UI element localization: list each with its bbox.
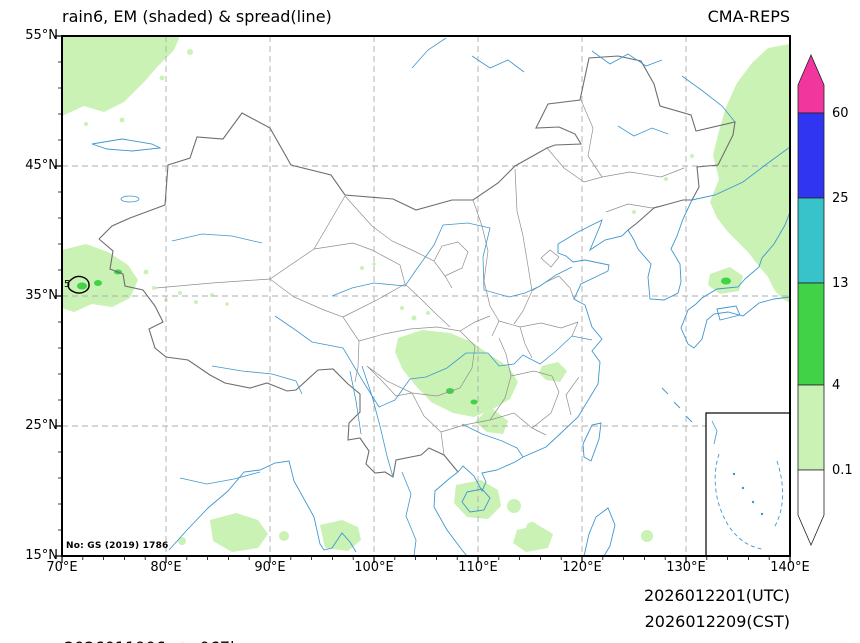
spread-contour: [67, 275, 90, 294]
colorbar-band-4-13: [797, 282, 825, 386]
y-tick-label: 45°N: [25, 158, 58, 173]
foreign-coastlines: [91, 138, 790, 556]
x-tick-label: 120°E: [562, 560, 602, 575]
x-tick-label: 90°E: [254, 560, 286, 575]
y-tick-label: 25°N: [25, 418, 58, 433]
x-tick-label: 110°E: [458, 560, 498, 575]
colorbar-over-arrow: [797, 53, 825, 114]
precip-speckles: [84, 49, 694, 545]
colorbar-under-arrow: [797, 469, 825, 547]
colorbar-svg: 60 25 13 4 0.1: [797, 53, 853, 547]
valid-time-cst: 2026012209(CST): [644, 612, 790, 631]
colorbar-label-60: 60: [832, 106, 849, 121]
x-tick-label: 140°E: [770, 560, 810, 575]
axis-ticks: [55, 35, 791, 563]
y-tick-label: 35°N: [25, 288, 58, 303]
colorbar: 60 25 13 4 0.1: [797, 53, 858, 547]
footer-init-times: 2026011906 + 067h 2026011914 + 067h: [64, 583, 240, 643]
x-tick-label: 70°E: [46, 560, 78, 575]
inset-coastline: [711, 420, 718, 445]
province-borders: [155, 99, 685, 456]
y-tick-label: 55°N: [25, 28, 58, 43]
rivers: [171, 37, 736, 556]
inset-dash-line-west: [714, 453, 763, 550]
inset-islands: [732, 472, 764, 516]
model-label: CMA-REPS: [707, 7, 790, 26]
china-map-svg: 5: [55, 35, 791, 563]
colorbar-label-0.1: 0.1: [832, 463, 853, 478]
colorbar-band-25-60: [797, 112, 825, 199]
lake-issyk-kul: [120, 195, 140, 203]
init-time-utc-line: 2026011906 + 067h: [64, 635, 240, 643]
inset-dash-line-east: [773, 460, 784, 529]
south-china-sea-inset: [705, 412, 790, 556]
china-coastline: [457, 219, 629, 493]
x-tick-label: 100°E: [354, 560, 394, 575]
precip-shading-light: [62, 36, 790, 552]
precip-shading-dark: [77, 269, 731, 405]
x-tick-label: 80°E: [150, 560, 182, 575]
national-border: [98, 55, 736, 478]
x-tick-label: 130°E: [666, 560, 706, 575]
colorbar-band-0.1-4: [797, 384, 825, 471]
spread-contour-label: 5: [64, 279, 70, 290]
colorbar-label-25: 25: [832, 191, 849, 206]
plot-title: rain6, EM (shaded) & spread(line): [62, 7, 332, 26]
y-tick-label: 15°N: [25, 548, 58, 563]
map-license-note: No: GS (2019) 1786: [66, 541, 169, 551]
colorbar-label-13: 13: [832, 276, 849, 291]
colorbar-label-4: 4: [832, 378, 840, 393]
map-plot: 5: [55, 35, 791, 563]
colorbar-band-13-25: [797, 197, 825, 284]
footer-valid-times: 2026012201(UTC) 2026012209(CST): [644, 583, 790, 635]
valid-time-utc: 2026012201(UTC): [644, 586, 790, 605]
map-border: [61, 35, 791, 557]
gridlines: [62, 36, 790, 556]
